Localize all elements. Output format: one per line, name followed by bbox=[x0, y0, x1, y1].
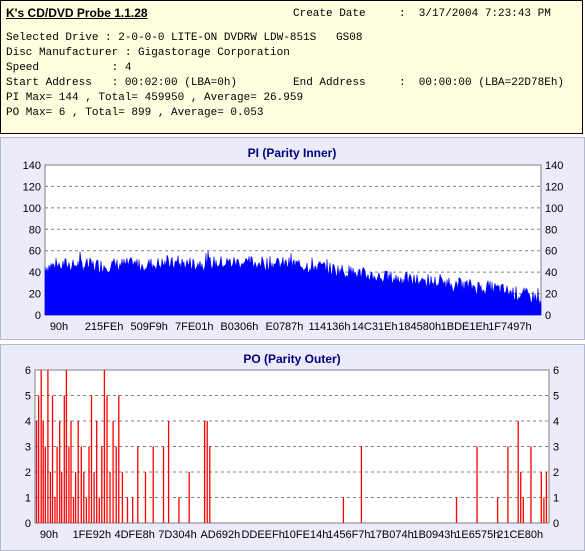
po-x-tick-label: DDEEFh bbox=[241, 529, 284, 541]
pi-x-tick-label: 184580h bbox=[398, 321, 441, 333]
po-y-tick-right: 0 bbox=[553, 518, 559, 530]
po-plot-background bbox=[34, 369, 550, 524]
pi-y-tick-right: 0 bbox=[545, 310, 551, 322]
end-address-value: : 00:00:00 (LBA=22D78Eh) bbox=[399, 77, 565, 89]
po-x-tick-label: AD692h bbox=[200, 529, 240, 541]
po-y-tick-left: 6 bbox=[25, 365, 31, 377]
po-y-tick-right: 4 bbox=[553, 416, 559, 428]
pi-x-tick-label: 1F7497h bbox=[488, 321, 531, 333]
po-plot-area: 0 0 1 1 2 2 3 3 4 4 5 5 6 6 90h 1FE92h 4DFE8h 7D304h AD692… bbox=[25, 365, 559, 541]
pi-x-tick-label: 215FEh bbox=[85, 321, 124, 333]
po-chart-title: PO (Parity Outer) bbox=[243, 352, 340, 366]
info-panel: K's CD/DVD Probe 1.1.28 Create Date : 3/… bbox=[0, 0, 583, 134]
pi-x-tick-label: 509F9h bbox=[131, 321, 168, 333]
po-chart-panel: PO (Parity Outer) 0 0 1 1 2 2 3 3 4 4 5 5 6 6 90h 1FE92… bbox=[0, 344, 585, 551]
pi-x-tick-label: 90h bbox=[50, 321, 68, 333]
po-y-tick-right: 2 bbox=[553, 467, 559, 479]
pi-x-tick-label: 7FE01h bbox=[175, 321, 214, 333]
po-y-tick-right: 3 bbox=[553, 442, 559, 454]
pi-chart-title: PI (Parity Inner) bbox=[248, 146, 337, 160]
pi-y-tick-left: 100 bbox=[23, 203, 41, 215]
pi-y-tick-left: 60 bbox=[29, 246, 41, 258]
po-x-tick-label: 90h bbox=[40, 529, 58, 541]
po-y-tick-left: 0 bbox=[25, 518, 31, 530]
po-y-tick-left: 4 bbox=[25, 416, 31, 428]
pi-x-tick-label: 14C31Eh bbox=[352, 321, 398, 333]
po-y-tick-left: 2 bbox=[25, 467, 31, 479]
po-y-tick-right: 1 bbox=[553, 493, 559, 505]
app-title: K's CD/DVD Probe 1.1.28 bbox=[6, 6, 148, 20]
po-y-tick-left: 5 bbox=[25, 391, 31, 403]
pi-chart: PI (Parity Inner) 0 0 20 20 40 40 60 60 80 80 100 1… bbox=[23, 146, 564, 333]
end-address-label: End Address bbox=[293, 77, 366, 89]
po-chart: PO (Parity Outer) 0 0 1 1 2 2 3 3 4 4 5 5 6 6 90h 1FE92… bbox=[25, 352, 559, 541]
pi-y-tick-right: 140 bbox=[545, 160, 563, 172]
po-x-tick-label: 7D304h bbox=[158, 529, 197, 541]
po-x-tick-label: 1E6575h bbox=[455, 529, 499, 541]
pi-y-tick-left: 40 bbox=[29, 267, 41, 279]
pi-area bbox=[44, 250, 542, 316]
pi-y-tick-right: 40 bbox=[545, 267, 557, 279]
po-x-tick-label: 10FE14h bbox=[284, 529, 329, 541]
disc-manufacturer-line: Disc Manufacturer : Gigastorage Corporat… bbox=[6, 47, 290, 59]
pi-plot-area: 0 0 20 20 40 40 60 60 80 80 100 100 120 120 140 140 90h 2… bbox=[23, 160, 564, 333]
pi-y-tick-right: 80 bbox=[545, 224, 557, 236]
po-y-tick-right: 5 bbox=[553, 391, 559, 403]
po-summary-line: PO Max= 6 , Total= 899 , Average= 0.053 bbox=[6, 107, 264, 119]
pi-y-tick-right: 60 bbox=[545, 246, 557, 258]
po-x-tick-label: 4DFE8h bbox=[114, 529, 154, 541]
pi-y-tick-right: 20 bbox=[545, 289, 557, 301]
create-date-label: Create Date bbox=[293, 8, 366, 20]
create-date-value: : 3/17/2004 7:23:43 PM bbox=[399, 8, 551, 20]
pi-y-tick-right: 120 bbox=[545, 181, 563, 193]
pi-y-tick-left: 120 bbox=[23, 181, 41, 193]
speed-line: Speed : 4 bbox=[6, 62, 132, 74]
pi-y-tick-left: 80 bbox=[29, 224, 41, 236]
po-y-tick-left: 3 bbox=[25, 442, 31, 454]
pi-x-tick-label: E0787h bbox=[265, 321, 303, 333]
pi-y-tick-left: 0 bbox=[35, 310, 41, 322]
po-x-tick-label: 21CE80h bbox=[497, 529, 543, 541]
pi-x-tick-label: 114136h bbox=[309, 321, 351, 333]
pi-x-tick-label: 1BDE1Eh bbox=[441, 321, 489, 333]
po-y-tick-left: 1 bbox=[25, 493, 31, 505]
pi-summary-line: PI Max= 144 , Total= 459950 , Average= 2… bbox=[6, 92, 304, 104]
start-address-line: Start Address : 00:02:00 (LBA=0h) bbox=[6, 77, 238, 89]
po-x-tick-label: 1FE92h bbox=[73, 529, 112, 541]
po-x-tick-label: 1456F7h bbox=[327, 529, 370, 541]
po-x-tick-label: 1B0943h bbox=[412, 529, 456, 541]
po-x-tick-label: 17B074h bbox=[370, 529, 414, 541]
pi-y-tick-left: 140 bbox=[23, 160, 41, 172]
pi-chart-panel: PI (Parity Inner) 0 0 20 20 40 40 60 60 80 80 100 1… bbox=[0, 137, 585, 340]
pi-y-tick-left: 20 bbox=[29, 289, 41, 301]
pi-y-tick-right: 100 bbox=[545, 203, 563, 215]
po-y-tick-right: 6 bbox=[553, 365, 559, 377]
selected-drive-line: Selected Drive : 2-0-0-0 LITE-ON DVDRW L… bbox=[6, 32, 363, 44]
pi-x-tick-label: B0306h bbox=[220, 321, 258, 333]
